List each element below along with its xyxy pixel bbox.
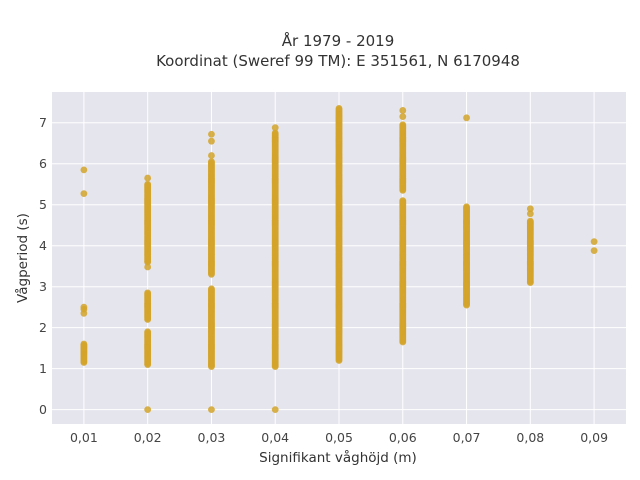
x-tick-label: 0,01 <box>70 430 98 445</box>
chart-title-line-2: Koordinat (Sweref 99 TM): E 351561, N 61… <box>156 52 520 70</box>
x-tick-label: 0,09 <box>580 430 608 445</box>
data-point <box>590 247 598 255</box>
data-point <box>144 180 152 188</box>
data-point <box>144 406 152 414</box>
data-point <box>208 130 215 138</box>
data-point <box>271 124 279 132</box>
y-tick-label: 2 <box>39 320 47 335</box>
data-point <box>590 238 598 246</box>
y-tick-label: 4 <box>39 238 47 253</box>
y-tick-label: 7 <box>39 115 47 130</box>
x-tick-label: 0,07 <box>453 430 481 445</box>
data-point <box>208 158 215 166</box>
data-points <box>80 104 598 414</box>
x-tick-label: 0,06 <box>389 430 417 445</box>
y-axis-ticks: 0 1 2 3 4 5 6 7 <box>39 115 47 417</box>
data-point <box>271 129 279 137</box>
data-point <box>208 137 215 145</box>
y-tick-label: 3 <box>39 279 47 294</box>
data-point <box>80 190 88 198</box>
data-point <box>463 114 470 122</box>
chart-title: År 1979 - 2019 Koordinat (Sweref 99 TM):… <box>156 31 520 70</box>
data-point <box>144 174 152 182</box>
data-point <box>335 104 343 112</box>
data-point <box>208 285 215 293</box>
x-tick-label: 0,05 <box>325 430 353 445</box>
data-point <box>144 289 152 297</box>
y-tick-label: 1 <box>39 361 47 376</box>
data-point <box>463 203 470 211</box>
x-tick-label: 0,08 <box>516 430 544 445</box>
data-point <box>208 406 215 414</box>
data-point <box>80 340 88 348</box>
data-point <box>144 263 152 271</box>
data-point <box>271 406 279 414</box>
x-axis-title: Signifikant våghöjd (m) <box>259 449 417 466</box>
data-point <box>399 197 407 205</box>
x-axis-ticks: 0,01 0,02 0,03 0,04 0,05 0,06 0,07 0,08 0,09 <box>70 430 608 445</box>
y-tick-label: 6 <box>39 156 47 171</box>
data-point <box>399 113 407 120</box>
x-tick-label: 0,02 <box>134 430 162 445</box>
data-point <box>80 166 88 174</box>
x-tick-label: 0,04 <box>261 430 289 445</box>
data-point <box>399 107 407 114</box>
data-point <box>80 309 88 317</box>
chart-title-line-1: År 1979 - 2019 <box>282 31 395 50</box>
data-point <box>526 205 534 213</box>
data-point <box>399 121 407 129</box>
data-point <box>208 152 215 159</box>
y-tick-label: 0 <box>39 402 47 417</box>
y-axis-title: Vågperiod (s) <box>14 213 31 303</box>
data-point <box>526 210 534 218</box>
data-point <box>526 217 534 225</box>
data-point <box>144 328 152 336</box>
x-tick-label: 0,03 <box>198 430 226 445</box>
y-tick-label: 5 <box>39 197 47 212</box>
